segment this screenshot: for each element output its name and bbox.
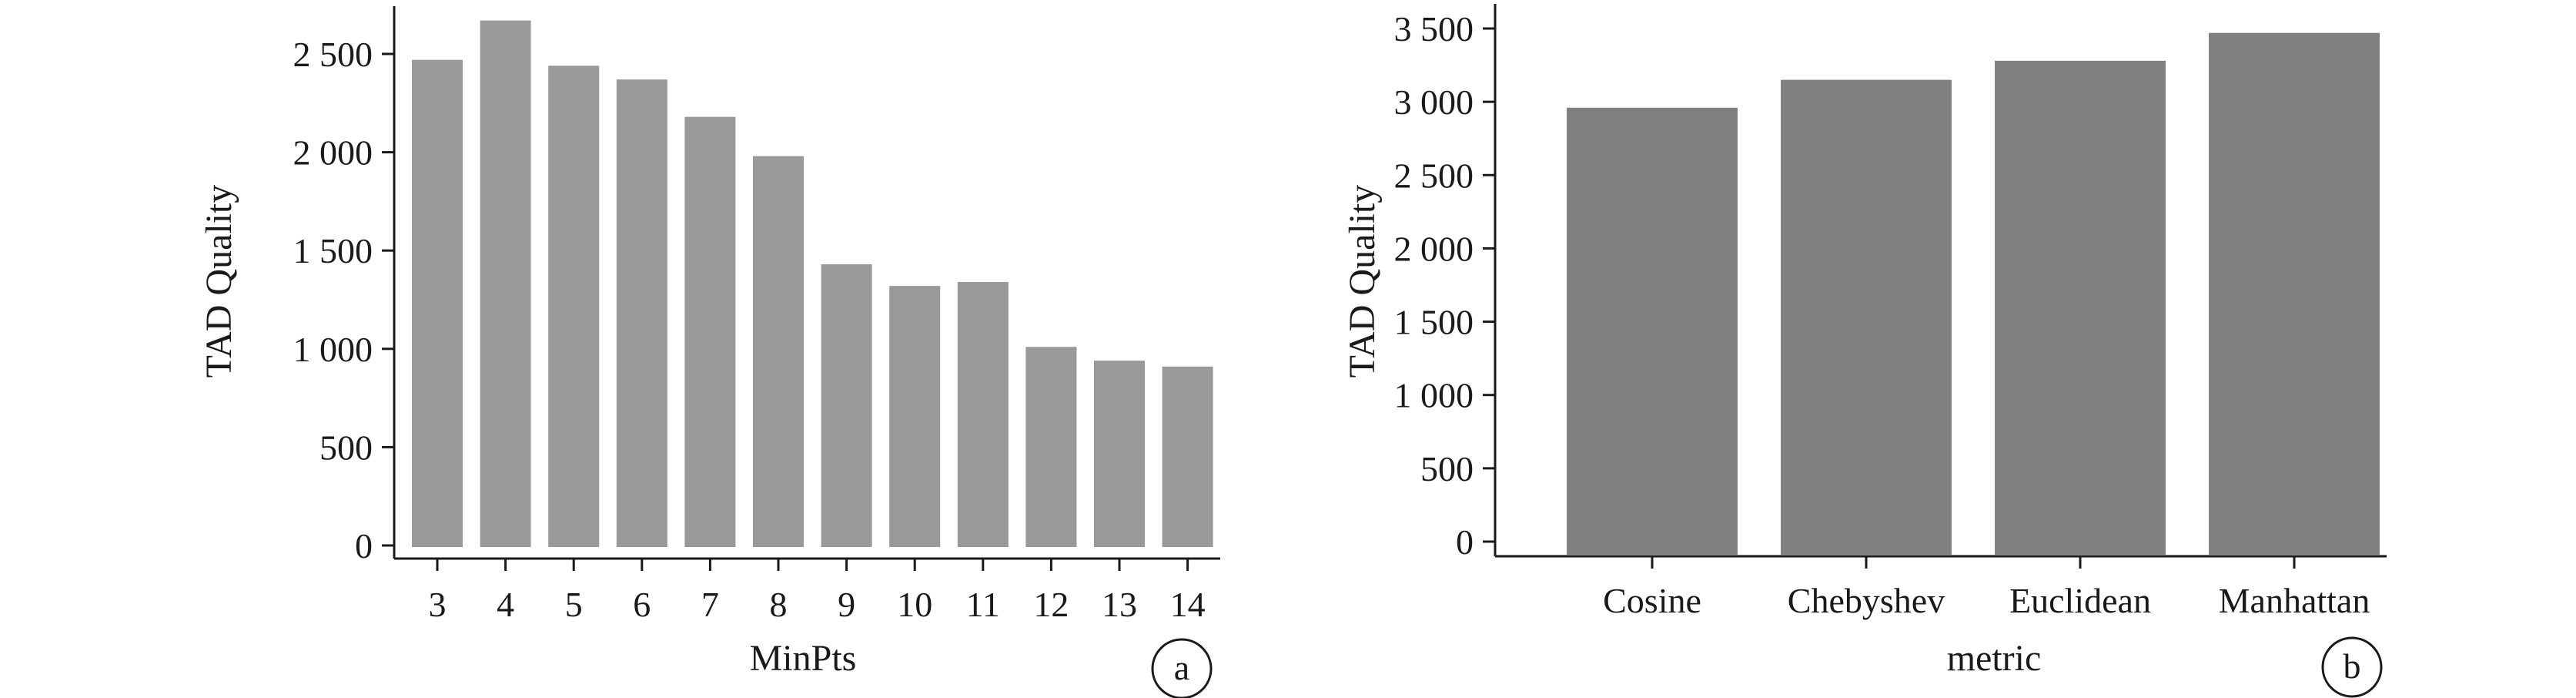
y-tick-label: 0 <box>1456 522 1474 562</box>
bar-14 <box>1162 366 1213 547</box>
x-tick-label: 12 <box>1033 585 1069 624</box>
chart-panel-a: 3 4 5 6 7 8 9 10 11 12 13 14 0 500 1 000 1 500 2 000 2 5… <box>199 6 1220 698</box>
bar-chebyshev <box>1781 79 1952 555</box>
y-tick-label: 1 000 <box>1394 376 1474 415</box>
y-tick-label: 500 <box>319 428 373 467</box>
bars-a <box>412 20 1213 548</box>
y-tick-label: 2 500 <box>1394 156 1474 195</box>
y-tick-label: 2 000 <box>293 133 373 173</box>
x-tick-label: 5 <box>565 585 583 624</box>
axes-b <box>1483 4 2387 569</box>
x-tick-label: Cosine <box>1603 581 1701 620</box>
bar-10 <box>889 286 941 547</box>
bar-7 <box>684 116 736 547</box>
x-tick-label: 9 <box>838 585 855 624</box>
panel-label-circle-b <box>2321 636 2383 698</box>
panel-label-a: a <box>1174 648 1189 687</box>
bar-9 <box>821 264 872 547</box>
x-tick-label: Chebyshev <box>1788 581 1945 620</box>
x-tick-label: 4 <box>497 585 514 624</box>
y-tick-label: 500 <box>1420 449 1474 488</box>
x-tick-label: 6 <box>633 585 651 624</box>
x-tick-labels-b: Cosine Chebyshev Euclidean Manhattan <box>1603 581 2370 620</box>
bar-8 <box>753 156 804 548</box>
y-tick-label: 0 <box>355 526 373 565</box>
bar-3 <box>412 59 463 547</box>
bar-13 <box>1094 361 1145 547</box>
y-tick-label: 1 500 <box>293 231 373 270</box>
x-tick-label: 8 <box>770 585 788 624</box>
y-tick-label: 1 500 <box>1394 303 1474 342</box>
y-tick-label: 1 000 <box>293 330 373 369</box>
bar-6 <box>616 79 667 547</box>
y-tick-labels-b: 0 500 1 000 1 500 2 000 2 500 3 000 3 500 <box>1394 9 1474 562</box>
y-axis-title-a: TAD Quality <box>199 185 239 378</box>
x-axis-title-a: MinPts <box>750 638 857 679</box>
x-tick-labels-a: 3 4 5 6 7 8 9 10 11 12 13 14 <box>429 585 1206 624</box>
x-tick-label: 10 <box>897 585 932 624</box>
bar-11 <box>957 282 1009 547</box>
x-tick-label: Manhattan <box>2219 581 2370 620</box>
y-axis-title-b: TAD Quality <box>1342 185 1383 378</box>
x-tick-label: 14 <box>1170 585 1206 624</box>
panel-label-b: b <box>2343 646 2361 686</box>
bars-b <box>1567 32 2380 555</box>
bar-5 <box>548 65 600 547</box>
x-tick-label: Euclidean <box>2009 581 2151 620</box>
y-tick-label: 2 500 <box>293 35 373 74</box>
x-axis-title-b: metric <box>1947 638 2042 679</box>
panel-label-circle-a <box>1151 638 1213 698</box>
x-tick-label: 3 <box>429 585 447 624</box>
y-tick-label: 2 000 <box>1394 229 1474 268</box>
bar-euclidean <box>1995 60 2166 555</box>
bar-manhattan <box>2209 32 2380 555</box>
bar-cosine <box>1567 107 1738 555</box>
axes-a <box>382 6 1220 571</box>
x-tick-label: 13 <box>1102 585 1137 624</box>
y-tick-label: 3 500 <box>1394 9 1474 49</box>
chart-panel-b: Cosine Chebyshev Euclidean Manhattan 0 500 1 … <box>1342 4 2387 698</box>
y-tick-labels-a: 0 500 1 000 1 500 2 000 2 500 <box>293 35 373 565</box>
bar-12 <box>1025 347 1077 547</box>
y-tick-label: 3 000 <box>1394 82 1474 122</box>
x-tick-label: 11 <box>966 585 1000 624</box>
x-tick-label: 7 <box>701 585 719 624</box>
bar-4 <box>480 20 531 547</box>
